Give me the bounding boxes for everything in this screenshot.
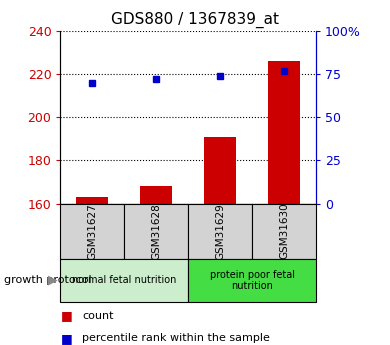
Bar	[268, 61, 300, 204]
Bar	[188, 204, 252, 259]
Bar	[204, 137, 236, 204]
Text: growth protocol: growth protocol	[4, 275, 92, 285]
Text: normal fetal nutrition: normal fetal nutrition	[72, 275, 177, 285]
Text: GSM31630: GSM31630	[279, 203, 289, 259]
Bar	[76, 197, 108, 204]
Bar	[188, 259, 316, 302]
Text: count: count	[82, 311, 113, 321]
Text: ▶: ▶	[48, 274, 57, 287]
Text: GSM31629: GSM31629	[215, 203, 225, 259]
Bar	[60, 204, 124, 259]
Text: GSM31628: GSM31628	[151, 203, 161, 259]
Bar	[124, 204, 188, 259]
Text: GDS880 / 1367839_at: GDS880 / 1367839_at	[111, 12, 279, 28]
Text: ■: ■	[60, 332, 72, 345]
Text: ■: ■	[60, 309, 72, 322]
Bar	[252, 204, 316, 259]
Bar	[60, 259, 188, 302]
Text: percentile rank within the sample: percentile rank within the sample	[82, 333, 270, 343]
Bar	[140, 186, 172, 204]
Text: GSM31627: GSM31627	[87, 203, 98, 259]
Text: protein poor fetal
nutrition: protein poor fetal nutrition	[209, 269, 294, 291]
